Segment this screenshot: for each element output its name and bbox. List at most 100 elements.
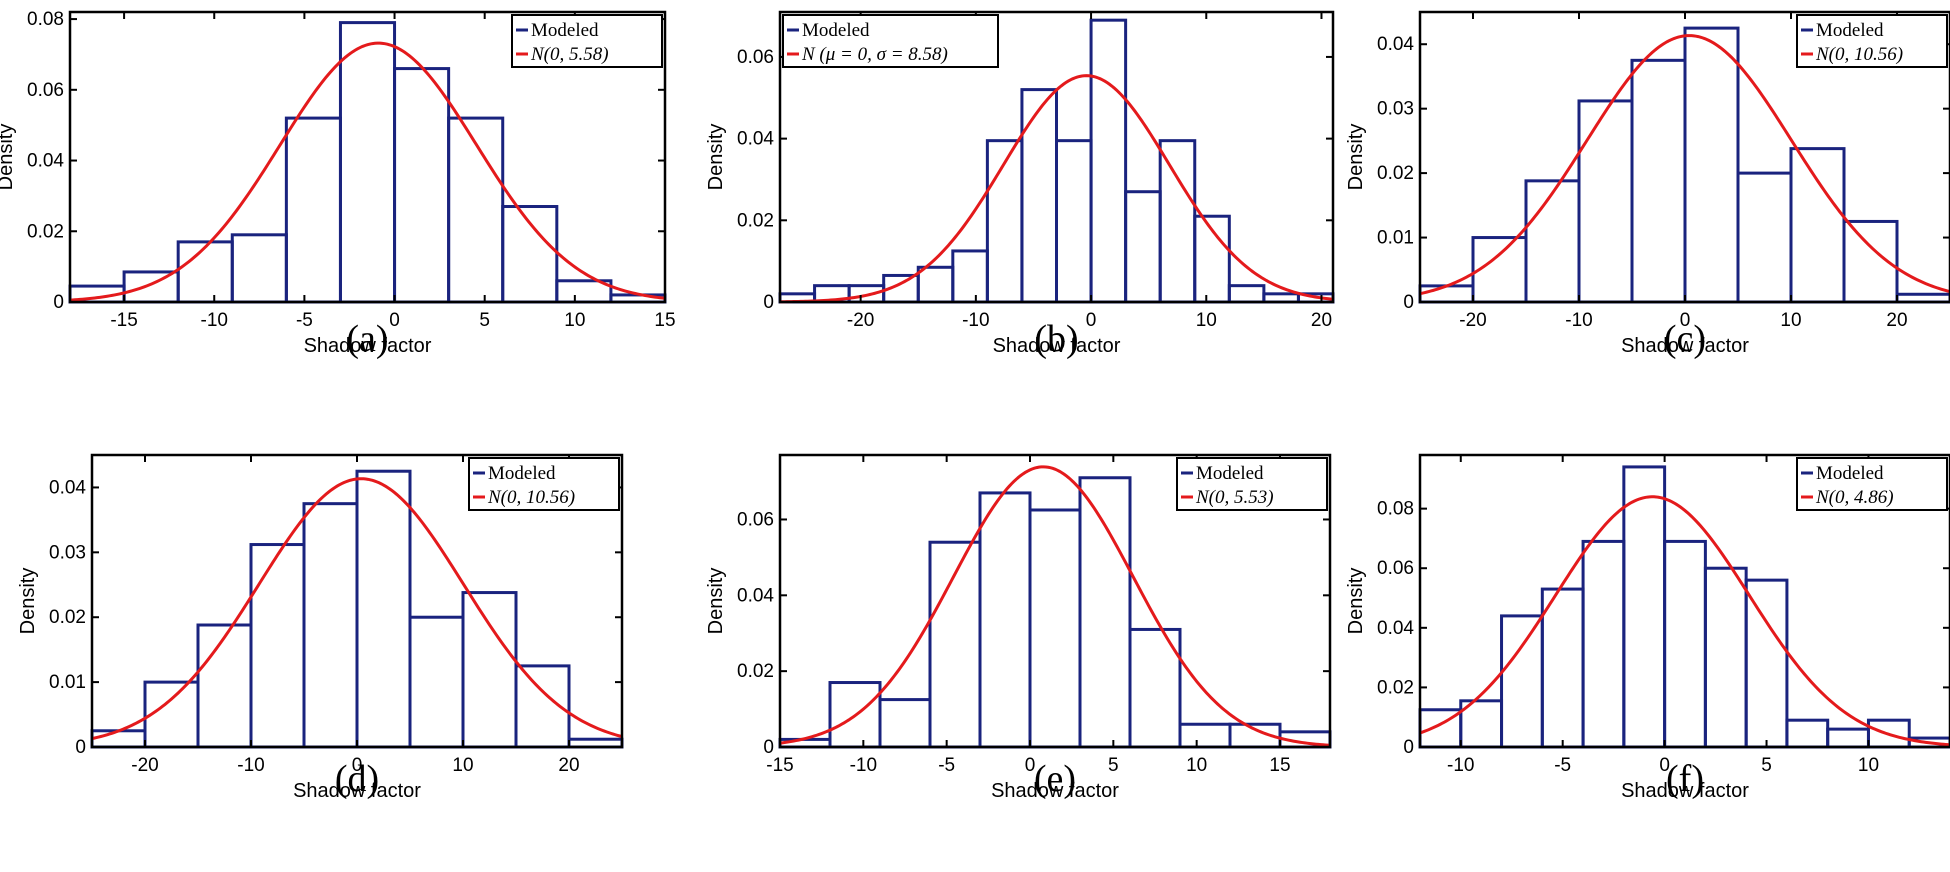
- x-axis-title: Shadow factor: [304, 335, 432, 357]
- histogram-bar: [1826, 727, 1870, 749]
- normal-fit-curve: [779, 465, 1331, 747]
- legend-box: [511, 14, 663, 68]
- panel-label-d: (d): [334, 758, 380, 800]
- x-axis-title: Shadow factor: [991, 780, 1119, 802]
- y-tick-label: 0.01: [1377, 228, 1414, 249]
- y-tick-label: 0: [763, 737, 774, 758]
- legend-box: [1796, 14, 1948, 68]
- y-tick-label: 0: [75, 737, 86, 758]
- y-tick-label: 0.03: [1377, 99, 1414, 120]
- y-tick-label: 0.08: [27, 9, 64, 30]
- legend-label-modeled: Modeled: [802, 20, 870, 41]
- x-axis-title: Shadow factor: [993, 335, 1121, 357]
- histogram-bar: [1663, 539, 1707, 749]
- legend-box: [1176, 457, 1328, 511]
- x-tick-label: -20: [131, 755, 158, 776]
- legend-label-fit: N(0, 4.86): [1815, 487, 1894, 508]
- x-tick-label: 0: [389, 310, 400, 331]
- y-axis-title: Density: [1345, 124, 1367, 191]
- x-tick-label: 5: [1108, 755, 1119, 776]
- x-tick-label: -10: [201, 310, 228, 331]
- y-tick-label: 0.06: [27, 80, 64, 101]
- y-tick-label: 0.04: [737, 129, 774, 150]
- legend: Modeled N(0, 5.58): [511, 14, 663, 68]
- panel-label-a: (a): [346, 318, 389, 360]
- x-tick-label: -20: [1459, 310, 1486, 331]
- y-axis-title: Density: [705, 568, 727, 635]
- x-tick-label: -10: [850, 755, 877, 776]
- y-tick-label: 0.04: [737, 585, 774, 606]
- y-axis-title: Density: [0, 124, 17, 191]
- x-tick-label: -5: [1554, 755, 1571, 776]
- y-tick-label: 0.02: [1377, 163, 1414, 184]
- histogram-bar: [1785, 718, 1830, 749]
- legend-label-modeled: Modeled: [531, 20, 599, 41]
- normal-fit-curve: [1419, 495, 1950, 747]
- histogram-bar: [1744, 578, 1789, 749]
- legend: Modeled N(0, 5.53): [1176, 457, 1328, 511]
- panel-label-f: (f): [1666, 758, 1704, 800]
- y-tick-label: 0.01: [49, 672, 86, 693]
- x-tick-label: 15: [1269, 755, 1290, 776]
- histogram-bar: [1540, 587, 1585, 749]
- legend-label-modeled: Modeled: [488, 463, 556, 484]
- legend: Modeled N(0, 4.86): [1796, 457, 1948, 511]
- legend-label-modeled: Modeled: [1816, 463, 1884, 484]
- x-axis-title: Shadow factor: [293, 780, 421, 802]
- x-tick-label: 15: [654, 310, 675, 331]
- x-tick-label: 20: [1886, 310, 1907, 331]
- legend-label-modeled: Modeled: [1196, 463, 1264, 484]
- y-tick-label: 0.08: [1377, 499, 1414, 520]
- legend-box: [468, 457, 620, 511]
- x-tick-label: 5: [1761, 755, 1772, 776]
- x-tick-label: -5: [938, 755, 955, 776]
- legend-box: [1796, 457, 1948, 511]
- legend-label-fit: N(0, 10.56): [487, 487, 575, 508]
- legend-label-fit: N (μ = 0, σ = 8.58): [801, 44, 948, 65]
- y-axis-title: Density: [705, 124, 727, 191]
- legend: Modeled N(0, 10.56): [468, 457, 620, 511]
- y-tick-label: 0.02: [737, 661, 774, 682]
- histogram-bar: [1622, 465, 1667, 749]
- x-tick-label: -15: [766, 755, 793, 776]
- x-tick-label: 0: [352, 755, 363, 776]
- y-tick-label: 0.04: [1377, 34, 1414, 55]
- x-tick-label: -15: [110, 310, 137, 331]
- x-tick-label: 0: [1025, 755, 1036, 776]
- legend-label-modeled: Modeled: [1816, 20, 1884, 41]
- histogram-bar: [1581, 539, 1626, 749]
- panel-label-b: (b): [1034, 318, 1079, 360]
- x-tick-label: 0: [1086, 310, 1097, 331]
- x-tick-label: 0: [1680, 310, 1691, 331]
- x-tick-label: 0: [1659, 755, 1670, 776]
- x-tick-label: 20: [1311, 310, 1332, 331]
- y-tick-label: 0.04: [49, 477, 86, 498]
- y-tick-label: 0: [53, 292, 64, 313]
- plot-frame: [1418, 453, 1950, 749]
- y-tick-label: 0.06: [737, 509, 774, 530]
- y-tick-label: 0.06: [737, 47, 774, 68]
- x-tick-label: 20: [558, 755, 579, 776]
- x-tick-label: 10: [452, 755, 473, 776]
- y-tick-label: 0.06: [1377, 558, 1414, 579]
- x-tick-label: -10: [962, 310, 989, 331]
- y-tick-label: 0.02: [49, 607, 86, 628]
- x-tick-label: 10: [1196, 310, 1217, 331]
- legend-label-fit: N(0, 10.56): [1815, 44, 1903, 65]
- normal-fit-curve: [91, 477, 623, 741]
- legend-label-fit: N(0, 5.53): [1195, 487, 1274, 508]
- x-tick-label: 10: [1186, 755, 1207, 776]
- normal-fit-curve: [1419, 34, 1950, 296]
- legend: Modeled N (μ = 0, σ = 8.58): [782, 14, 999, 68]
- y-tick-label: 0: [763, 292, 774, 313]
- x-axis-title: Shadow factor: [1621, 335, 1749, 357]
- y-tick-label: 0.02: [1377, 677, 1414, 698]
- legend: Modeled N(0, 10.56): [1796, 14, 1948, 68]
- y-axis-title: Density: [17, 568, 39, 635]
